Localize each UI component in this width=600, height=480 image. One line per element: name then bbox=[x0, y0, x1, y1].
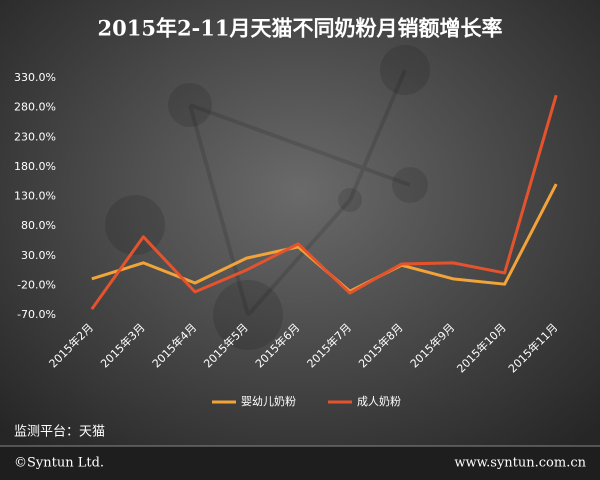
footer-band bbox=[0, 446, 600, 480]
y-tick-label: 280.0% bbox=[14, 101, 56, 114]
y-tick-label: 30.0% bbox=[21, 249, 56, 262]
y-tick-label: 130.0% bbox=[14, 190, 56, 203]
chart-title: 2015年2-11月天猫不同奶粉月销额增长率 bbox=[98, 16, 503, 41]
website: www.syntun.com.cn bbox=[454, 456, 586, 471]
copyright: ©Syntun Ltd. bbox=[14, 456, 104, 471]
y-tick-label: 230.0% bbox=[14, 130, 56, 143]
series-line bbox=[90, 94, 558, 310]
y-tick-label: 80.0% bbox=[21, 219, 56, 232]
legend-label: 婴幼儿奶粉 bbox=[241, 394, 296, 408]
y-tick-label: -70.0% bbox=[17, 308, 56, 321]
y-tick-label: 330.0% bbox=[14, 71, 56, 84]
y-tick-label: -20.0% bbox=[17, 278, 56, 291]
y-tick-label: 180.0% bbox=[14, 160, 56, 173]
decoration bbox=[105, 45, 430, 350]
decoration-lines bbox=[188, 69, 411, 317]
platform-note: 监测平台：天猫 bbox=[14, 425, 105, 440]
legend-label: 成人奶粉 bbox=[357, 394, 401, 408]
